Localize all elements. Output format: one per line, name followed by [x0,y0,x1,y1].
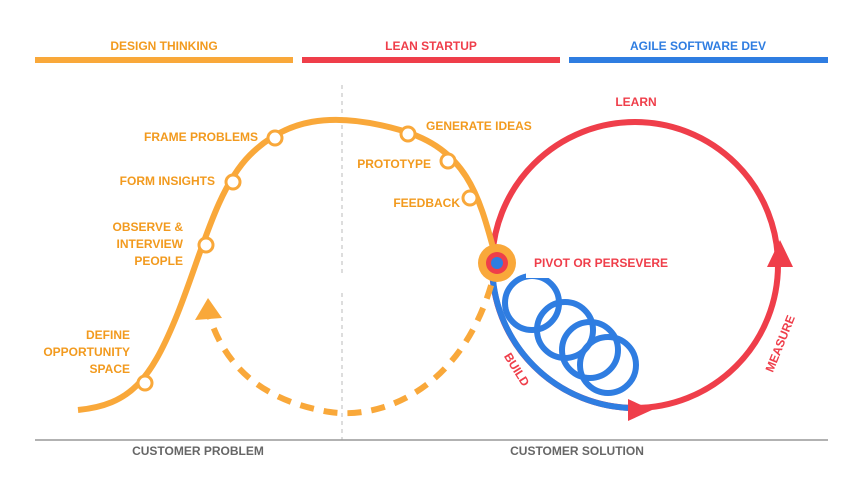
arrow [628,399,652,421]
footer: CUSTOMER SOLUTION [510,444,644,458]
label: OPPORTUNITY [43,345,130,359]
label-box [526,248,674,278]
label: PROTOTYPE [357,157,431,171]
label: INTERVIEW [117,237,184,251]
header: DESIGN THINKING [110,39,217,53]
header: LEAN STARTUP [385,39,477,53]
blank [334,275,356,291]
label: SPACE [90,362,130,376]
arrow [195,298,222,320]
agile-coils [490,273,639,411]
header: AGILE SOFTWARE DEV [630,39,766,53]
pivot-node [491,257,503,269]
label: PEOPLE [134,254,183,268]
label: DEFINE [86,328,130,342]
label: FEEDBACK [393,196,460,210]
nodes [136,125,479,392]
label: FORM INSIGHTS [120,174,215,188]
label: PIVOT OR PERSEVERE [534,256,668,270]
label: GENERATE IDEAS [426,119,532,133]
header-bar [569,57,828,63]
label: OBSERVE & [113,220,184,234]
arrow [767,240,793,267]
header-bar [35,57,293,63]
footer: CUSTOMER PROBLEM [132,444,264,458]
label: LEARN [615,95,656,109]
header-bar [302,57,560,63]
return-path [207,261,500,417]
label: FRAME PROBLEMS [144,130,258,144]
